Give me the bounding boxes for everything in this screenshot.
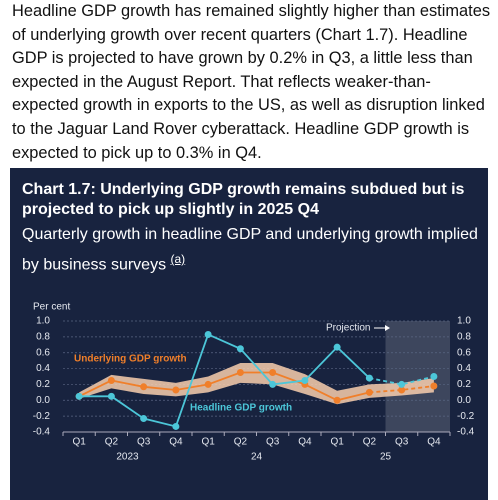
point [204,380,212,388]
x-tick-label: Q2 [363,437,377,448]
point [107,376,115,384]
y-tick-label: 0.8 [36,331,50,342]
y2-tick-label: 0.6 [457,347,471,358]
chart-panel [10,168,488,500]
x-tick-label: Q1 [201,437,215,448]
x-tick-label: Q1 [72,437,86,448]
x-tick-label: Q2 [234,437,248,448]
series-line [79,333,370,428]
range-band [79,363,434,405]
point [430,373,438,380]
chart-title: Chart 1.7: Underlying GDP growth remains… [22,181,465,218]
y2-tick-label: 0.2 [457,379,471,390]
y-tick-label: 1.0 [36,316,50,327]
y-axis-label: Per cent [33,302,70,313]
x-tick-label: Q3 [266,437,280,448]
y2-tick-label: 0.4 [457,363,471,374]
point [236,369,244,377]
series-label: Headline GDP growth [190,403,292,414]
series-line [78,371,370,402]
y2-tick-label: 1.0 [457,316,471,327]
chart-subtitle: Quarterly growth in headline GDP and und… [22,223,482,277]
footnote-ref[interactable]: (a) [170,252,186,266]
y2-tick-label: 0.8 [457,331,471,342]
year-label: 24 [251,452,263,463]
x-tick-label: Q3 [137,437,151,448]
point [172,386,180,394]
point [333,396,341,404]
x-tick-label: Q1 [330,437,344,448]
point [333,343,341,351]
point [398,380,406,388]
point [398,386,406,394]
x-tick-label: Q4 [169,437,183,448]
y2-tick-label: -0.4 [457,427,475,438]
x-tick-label: Q3 [395,437,409,448]
point [236,345,244,353]
year-label: 25 [380,452,392,463]
projection-label: Projection [326,323,370,334]
x-tick-label: Q4 [298,437,312,448]
y2-tick-label: -0.2 [457,411,475,422]
y-tick-label: 0.4 [36,363,50,374]
point [107,392,115,400]
y2-tick-label: 0.0 [457,395,471,406]
y-tick-label: 0.6 [36,347,50,358]
point [269,380,277,388]
point [204,330,212,338]
point [269,369,277,377]
point [172,422,180,430]
y-tick-label: 0.0 [36,395,50,406]
paragraph: Headline GDP growth has remained slightl… [12,2,491,162]
subtitle-text: Quarterly growth in headline GDP and und… [22,226,478,274]
chart-heading: Chart 1.7: Underlying GDP growth remains… [22,181,482,277]
y-tick-label: -0.2 [33,411,51,422]
point [365,374,373,382]
series-line-projection [369,375,435,386]
year-label: 2023 [116,452,139,463]
point [430,382,438,390]
y-tick-label: -0.4 [33,427,51,438]
projection-shade [385,321,450,432]
point [75,392,83,400]
chart: Chart 1.7: Underlying GDP growth remains… [10,168,488,500]
series-label: Underlying GDP growth [74,354,187,365]
point [301,376,309,384]
point [140,383,148,391]
series-line-projection [369,385,434,394]
point [140,415,148,423]
projection-arrowhead [385,325,390,331]
x-tick-label: Q2 [105,437,119,448]
y-tick-label: 0.2 [36,379,50,390]
point [365,388,373,396]
x-tick-label: Q4 [427,437,441,448]
